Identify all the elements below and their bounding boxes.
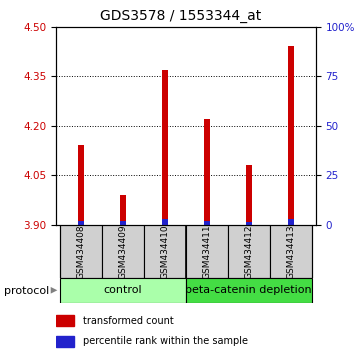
Bar — [78, 145, 84, 225]
Bar — [186, 278, 312, 303]
Text: GSM434413: GSM434413 — [286, 224, 295, 279]
Bar — [245, 165, 252, 225]
Text: GSM434409: GSM434409 — [118, 224, 127, 279]
Bar — [245, 222, 252, 225]
Text: control: control — [104, 285, 142, 295]
Text: protocol: protocol — [4, 286, 49, 296]
Text: GDS3578 / 1553344_at: GDS3578 / 1553344_at — [100, 9, 261, 23]
Bar — [144, 225, 186, 278]
Bar — [162, 69, 168, 225]
Bar — [204, 221, 210, 225]
Text: transformed count: transformed count — [83, 316, 174, 326]
Bar — [204, 119, 210, 225]
Text: GSM434412: GSM434412 — [244, 224, 253, 279]
Bar — [228, 225, 270, 278]
Bar — [288, 219, 294, 225]
Bar — [186, 225, 228, 278]
Text: GSM434408: GSM434408 — [77, 224, 86, 279]
Bar — [270, 225, 312, 278]
Bar — [162, 219, 168, 225]
Text: GSM434410: GSM434410 — [160, 224, 169, 279]
Bar — [60, 278, 186, 303]
Bar — [288, 46, 294, 225]
Bar — [56, 336, 74, 347]
Text: percentile rank within the sample: percentile rank within the sample — [83, 336, 248, 346]
Bar — [120, 222, 126, 225]
Text: beta-catenin depletion: beta-catenin depletion — [186, 285, 312, 295]
Bar — [56, 315, 74, 326]
Bar — [120, 195, 126, 225]
Bar — [60, 225, 102, 278]
Bar — [78, 221, 84, 225]
Text: GSM434411: GSM434411 — [203, 224, 212, 279]
Bar — [102, 225, 144, 278]
